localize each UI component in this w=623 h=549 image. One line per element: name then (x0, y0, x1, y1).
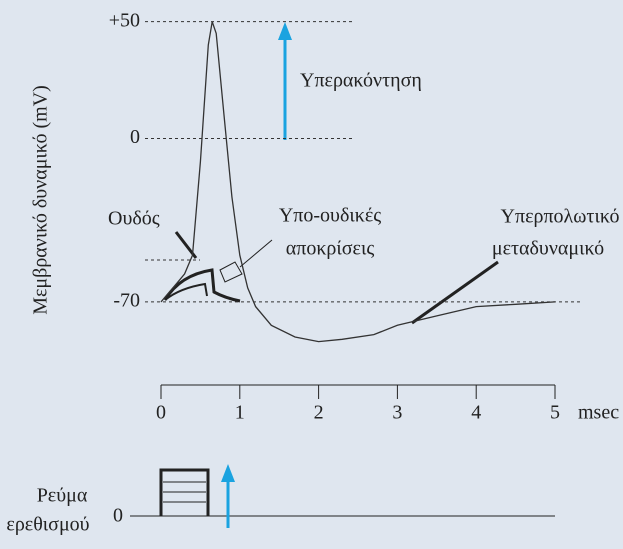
x-tick-label: 0 (156, 402, 166, 424)
hyperpolarization-label: μεταδυναμικό (492, 238, 604, 260)
x-tick-label: 2 (314, 402, 324, 424)
y-tick-label: -70 (113, 290, 140, 312)
subthreshold-curve (163, 268, 241, 303)
subthreshold-label: αποκρίσεις (286, 238, 375, 260)
y-tick-label: 0 (130, 126, 140, 148)
subthreshold-curve (164, 282, 208, 301)
arrow-head (278, 22, 292, 40)
x-tick-label: 5 (550, 402, 560, 424)
pointer (239, 239, 273, 268)
stimulus-zero: 0 (113, 505, 123, 527)
overshoot-label: Υπερακόντηση (300, 70, 422, 92)
arrow-head (221, 464, 235, 482)
x-tick-label: 3 (392, 402, 402, 424)
membrane-potential-line (160, 21, 556, 343)
x-tick-label: 1 (235, 402, 245, 424)
stimulus-label: ερεθισμού (6, 514, 89, 536)
x-tick-label: 4 (471, 402, 481, 424)
y-tick-label: +50 (109, 9, 140, 31)
y-axis-label: Μεμβρανικό δυναμικό (mV) (30, 85, 52, 315)
stimulus-label: Ρεύμα (37, 485, 88, 507)
subthreshold-label: Υπο-ουδικές (279, 205, 381, 227)
stimulus-pulse (159, 468, 210, 516)
pointer (411, 260, 499, 325)
pointer-arrow (219, 261, 243, 283)
threshold-label: Ουδός (108, 208, 160, 230)
hyperpolarization-label: Υπερπολωτικό (501, 206, 620, 228)
x-axis-label: msec (578, 402, 619, 424)
